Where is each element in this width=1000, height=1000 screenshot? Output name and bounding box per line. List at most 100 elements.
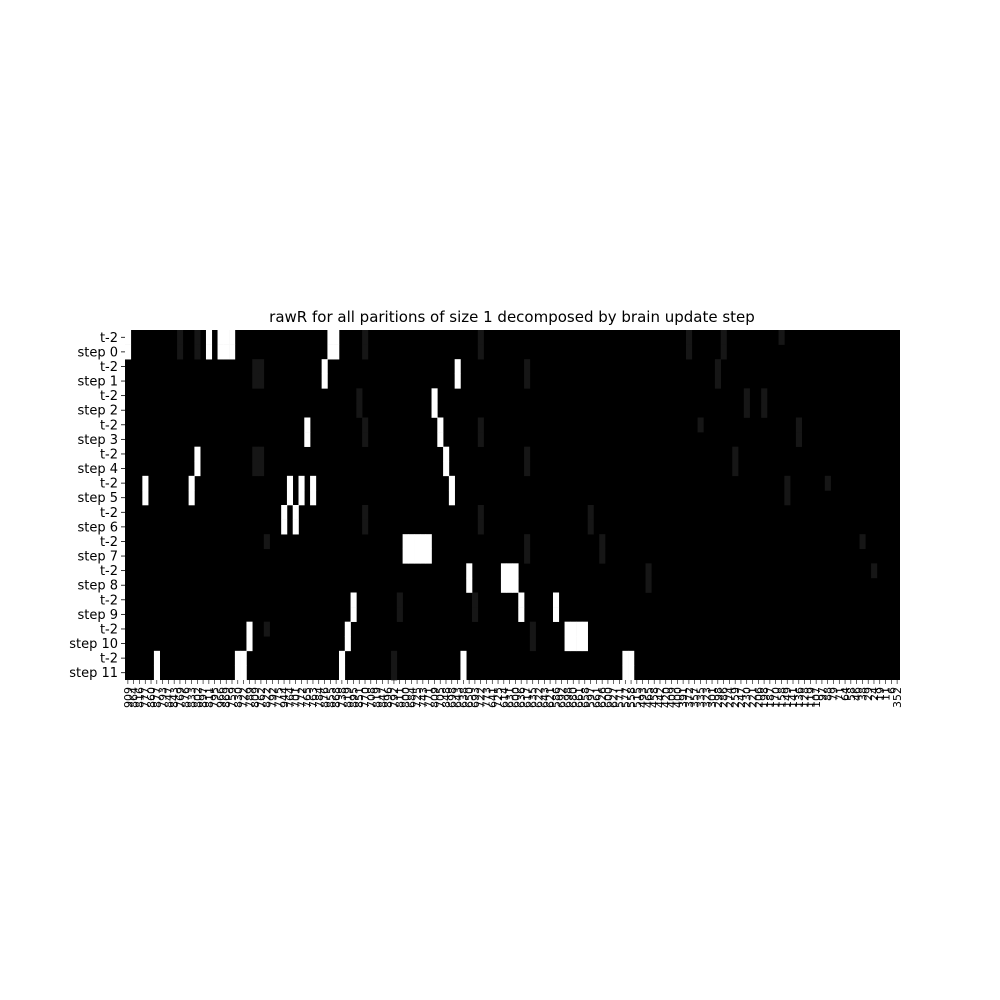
x-tick-label: 811 [394, 687, 407, 708]
heatmap-cell-hot [570, 636, 577, 652]
y-tick-label: t-2 [100, 447, 118, 462]
y-tick-label: t-2 [100, 652, 118, 667]
x-tick-label: 743 [417, 687, 430, 708]
heatmap-cell-hot [622, 650, 629, 666]
x-tick-label: 58 [845, 687, 858, 701]
heatmap-cell-faint [194, 330, 201, 345]
heatmap-cell-faint [391, 665, 398, 681]
heatmap-cell-hot [142, 490, 149, 506]
heatmap-cell-hot [437, 417, 444, 433]
x-tick-label: 274 [723, 687, 736, 708]
x-tick-label: 789 [243, 687, 256, 708]
y-tick-label: t-2 [100, 360, 118, 375]
x-tick-label: 708 [365, 687, 378, 708]
x-tick-label: 158 [775, 687, 788, 708]
x-tick-label: 770 [359, 687, 372, 708]
x-tick-label: 614 [498, 687, 511, 708]
heatmap-cell-faint [362, 432, 369, 447]
x-tick-label: 119 [804, 687, 817, 708]
x-tick-label: 738 [336, 687, 349, 708]
heatmap-cell-faint [743, 388, 750, 404]
heatmap-cell-faint [587, 505, 594, 520]
x-tick-label: 822 [261, 687, 274, 708]
heatmap-cell-hot [344, 621, 351, 637]
x-tick-label: 680 [567, 687, 580, 708]
x-tick-label: 577 [619, 687, 632, 708]
x-tick-label: 230 [741, 687, 754, 708]
x-tick-label: 722 [238, 687, 251, 708]
heatmap-cell-faint [720, 344, 727, 360]
x-tick-label: 136 [793, 687, 806, 708]
heatmap-cell-hot [518, 592, 525, 608]
heatmap-cell-faint [252, 373, 259, 389]
heatmap-cell-hot [581, 621, 588, 637]
x-tick-label: 819 [371, 687, 384, 708]
x-tick-label: 635 [527, 687, 540, 708]
heatmap-cell-hot [344, 636, 351, 652]
x-tick-label: 400 [671, 687, 684, 708]
heatmap-cell-faint [362, 505, 369, 520]
x-tick-label: 966 [214, 687, 227, 708]
x-tick-label: 372 [683, 687, 696, 708]
heatmap-cell-hot [350, 607, 357, 622]
x-tick-label: 843 [168, 687, 181, 708]
x-tick-label: 643 [452, 687, 465, 708]
y-tick-label: t-2 [100, 418, 118, 433]
heatmap-cell-hot [188, 490, 195, 506]
x-tick-label: 149 [781, 687, 794, 708]
heatmap-cell-hot [125, 330, 132, 345]
x-tick-label: 650 [463, 687, 476, 708]
x-tick-label: 409 [666, 687, 679, 708]
y-tick-label: step 2 [77, 404, 118, 419]
x-tick-label: 597 [585, 687, 598, 708]
heatmap-cell-faint [524, 359, 531, 375]
heatmap-cell-faint [714, 373, 722, 389]
heatmap-cell-hot [454, 373, 461, 389]
x-tick-label: 809 [428, 687, 441, 708]
heatmap-cell-faint [472, 607, 479, 622]
x-tick-label: 661 [590, 687, 603, 708]
heatmap-cell-faint [362, 417, 369, 433]
heatmap-cell-hot [153, 650, 160, 666]
x-tick-label: 869 [220, 687, 233, 708]
heatmap-cell-faint [697, 417, 704, 433]
x-tick-label: 458 [648, 687, 661, 708]
heatmap-cell-faint [761, 402, 768, 418]
y-tick-label: t-2 [100, 506, 118, 521]
heatmap-cell-hot [414, 548, 421, 564]
x-tick-label: 693 [469, 687, 482, 708]
heatmap-cell-hot [321, 359, 328, 375]
x-tick-label: 221 [747, 687, 760, 708]
heatmap-cell-hot [205, 344, 213, 360]
heatmap-cell-hot [217, 344, 224, 360]
heatmap-cell-faint [263, 534, 270, 550]
heatmap-cell-faint [356, 388, 363, 404]
x-tick-label: 764 [284, 687, 297, 708]
x-tick-label: 705 [434, 687, 447, 708]
y-tick-label: t-2 [100, 593, 118, 608]
x-tick-label: 352 [891, 687, 904, 708]
x-tick-label: 762 [255, 687, 268, 708]
heatmap-background [125, 330, 900, 680]
heatmap-cells [125, 330, 900, 681]
x-tick-label: 621 [544, 687, 557, 708]
heatmap-cell-hot [327, 330, 334, 345]
x-tick-label: 170 [770, 687, 783, 708]
heatmap-cell-hot [628, 665, 635, 681]
x-tick-label: 636 [515, 687, 528, 708]
x-tick-label: 830 [232, 687, 245, 708]
x-tick-label: 684 [405, 687, 418, 708]
heatmap-cell-hot [512, 563, 519, 579]
y-tick-label: step 9 [77, 608, 118, 623]
heatmap-cell-faint [529, 621, 536, 637]
x-tick-label: 600 [602, 687, 615, 708]
heatmap-cell-faint [258, 446, 265, 462]
x-tick-label: 187 [764, 687, 777, 708]
heatmap-cell-faint [194, 344, 201, 360]
x-tick-label: 909 [122, 687, 135, 708]
y-tick-label: t-2 [100, 564, 118, 579]
x-tick-label: 641 [486, 687, 499, 708]
x-tick-label: 692 [556, 687, 569, 708]
